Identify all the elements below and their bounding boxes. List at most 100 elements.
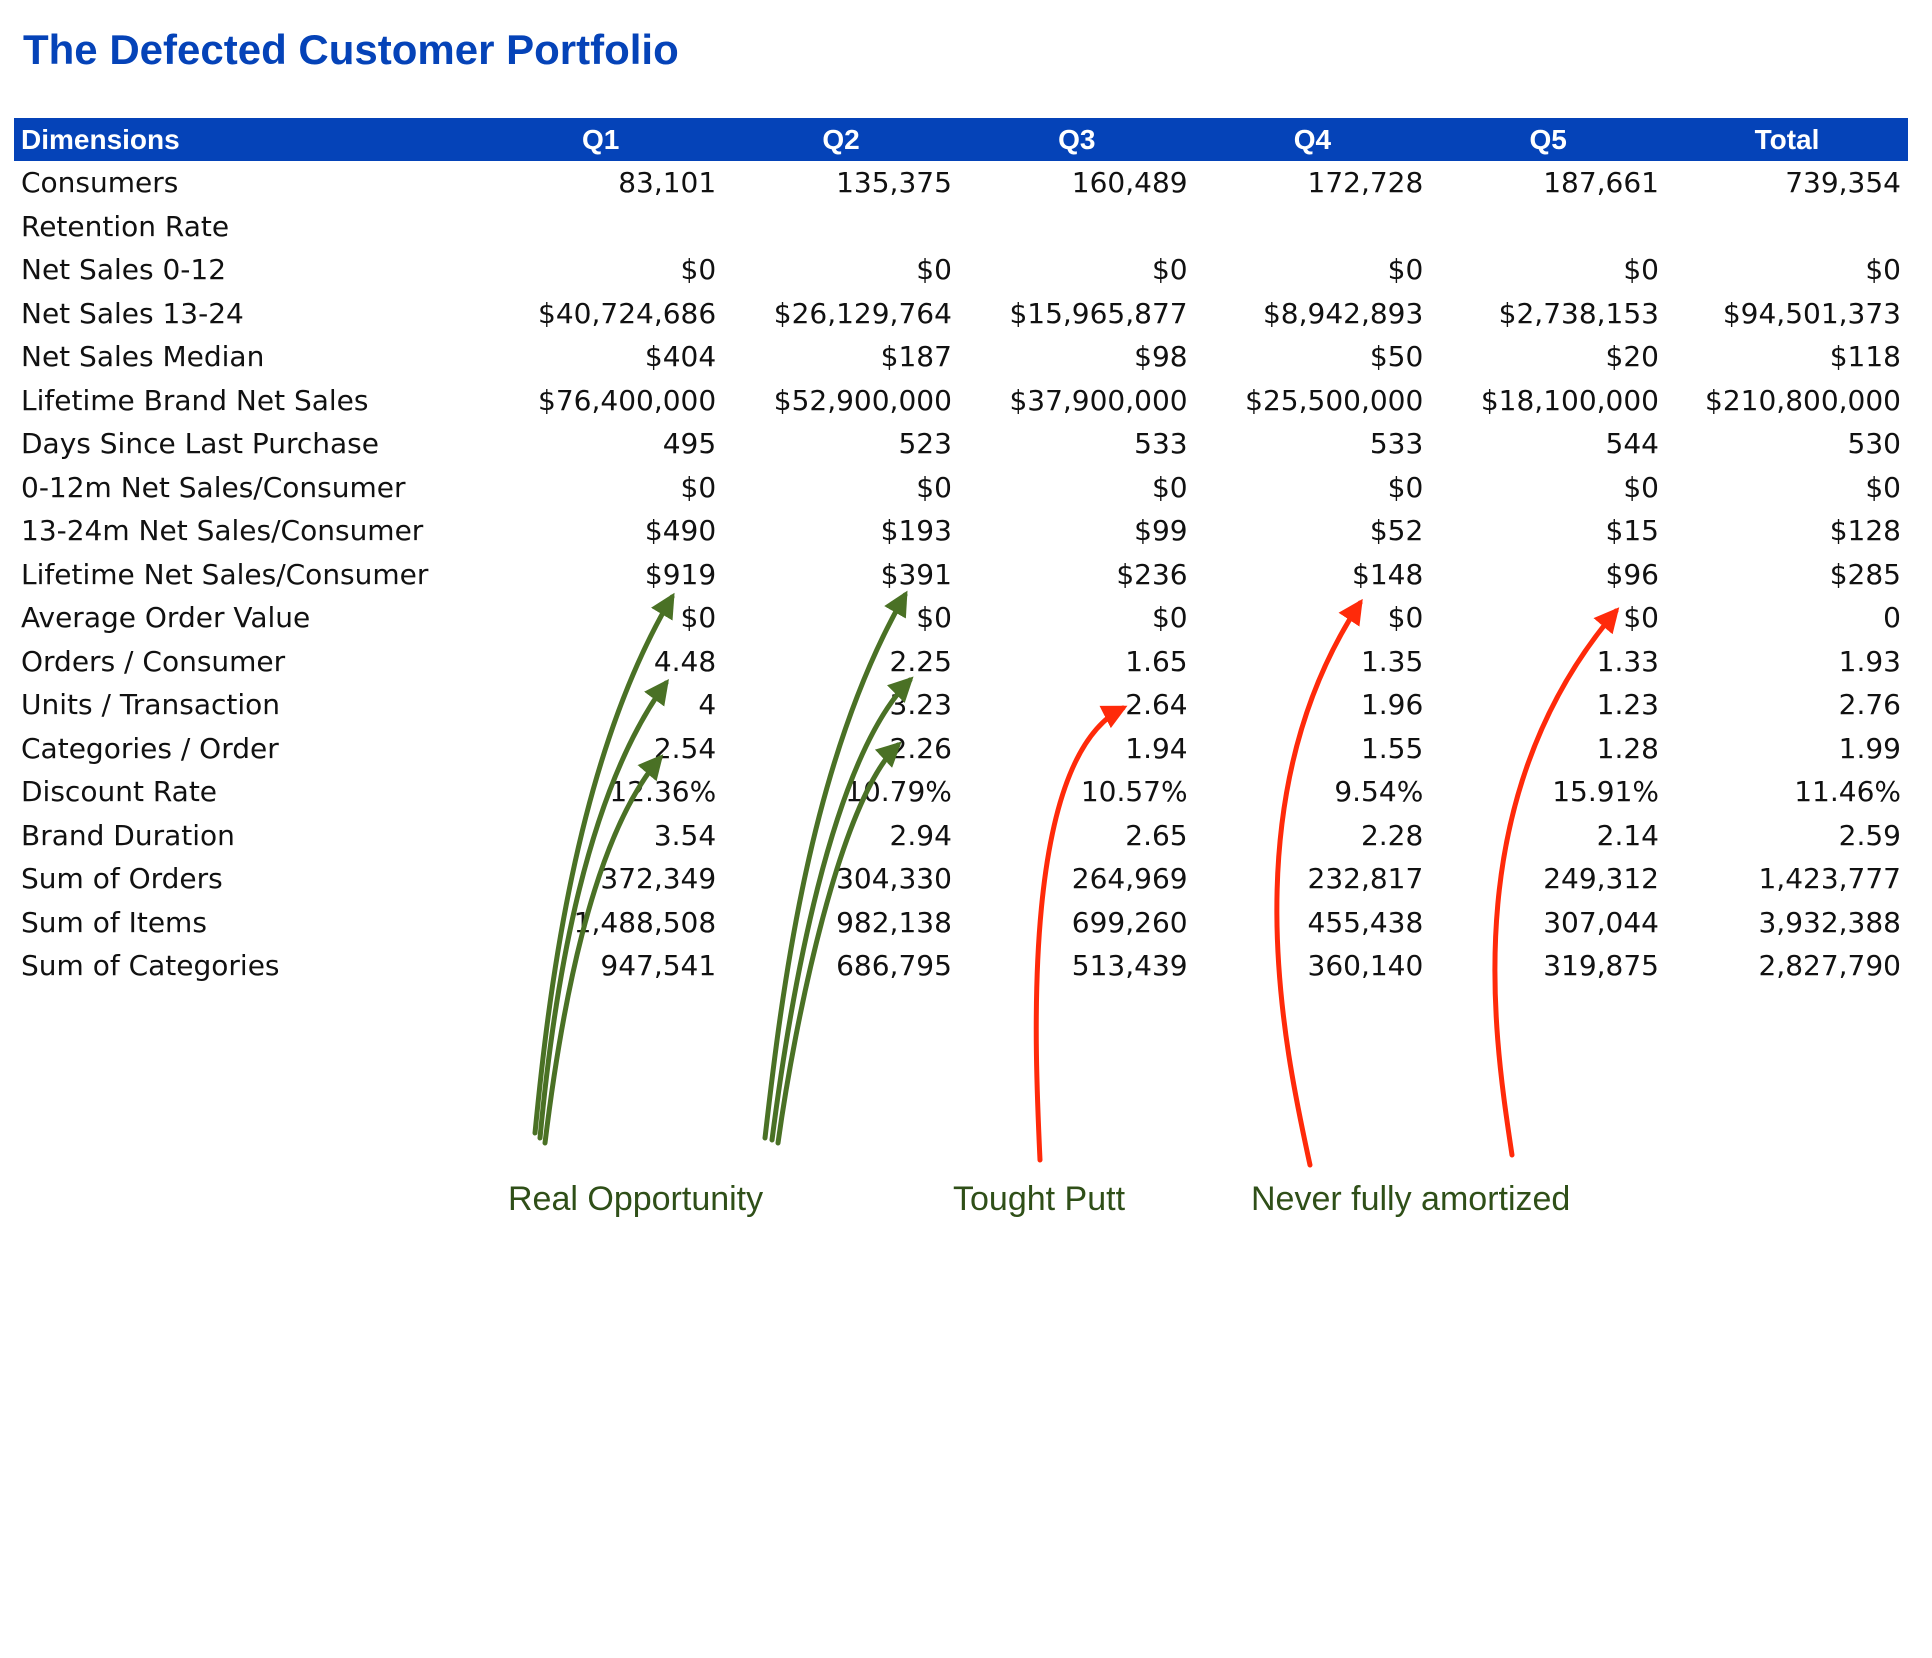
table-cell: $0 [916,601,952,635]
table-cell: 1,423,777 [1758,862,1901,896]
row-label: Lifetime Net Sales/Consumer [21,557,429,591]
table-cell: 1.99 [1838,731,1901,765]
table-cell: 249,312 [1543,862,1659,896]
row-label: Sum of Orders [21,862,223,896]
table-header-row: Dimensions Q1 Q2 Q3 Q4 Q5 Total [14,118,1908,161]
table-cell: 172,728 [1307,166,1424,200]
table-cell: $99 [1134,514,1188,548]
table-cell: $0 [916,253,952,287]
table-cell: 1.96 [1360,688,1424,722]
table-cell: $148 [1352,557,1424,591]
table-cell: 2.28 [1360,818,1424,852]
table-cell: 0 [1883,601,1901,635]
table-cell: $128 [1829,514,1901,548]
table-cell: 455,438 [1307,905,1424,939]
table-cell: 530 [1847,427,1901,461]
portfolio-table: Dimensions Q1 Q2 Q3 Q4 Q5 Total Consumer… [14,118,1908,988]
table-cell: 2,827,790 [1758,949,1901,983]
table-cell: $0 [680,601,717,635]
table-cell: $193 [880,514,952,548]
annotation-never-fully-amortized: Never fully amortized [1251,1180,1571,1218]
table-cell: $15 [1605,514,1659,548]
table-cell: 11.46% [1794,775,1901,809]
table-cell: 232,817 [1307,862,1424,896]
table-cell: $76,400,000 [538,383,717,417]
table-cell: 1.28 [1596,731,1659,765]
table-cell: 3,932,388 [1758,905,1901,939]
table-cell: 83,101 [618,166,717,200]
table-cell: $0 [1151,601,1188,635]
table-cell: 1,488,508 [573,905,717,939]
row-label: Categories / Order [21,731,279,765]
table-cell: $0 [680,253,717,287]
table-cell: $236 [1116,557,1188,591]
table-row: Consumers 83,101 135,375 160,489 172,728 187,… [14,161,1908,205]
row-label: Units / Transaction [21,688,280,722]
row-label: Sum of Categories [21,949,280,983]
table-cell: 1.94 [1125,731,1188,765]
row-label: 0-12m Net Sales/Consumer [21,470,406,504]
column-header-total: Total [1666,118,1908,161]
table-cell: 4.48 [653,644,717,678]
table-cell: 699,260 [1071,905,1188,939]
table-cell: 523 [898,427,952,461]
table-cell: 1.65 [1125,644,1188,678]
table-cell: 495 [662,427,717,461]
annotation-real-opportunity: Real Opportunity [508,1180,764,1218]
green-arrow-aov-q1 [532,592,675,1136]
table-cell: 2.25 [889,644,952,678]
table-cell: 1.33 [1596,644,1659,678]
table-cell: $0 [1623,470,1659,504]
table-cell: 4 [698,688,717,722]
row-label: Brand Duration [21,818,235,852]
table-cell: 264,969 [1071,862,1188,896]
table-cell: $285 [1829,557,1901,591]
table-cell: $96 [1605,557,1659,591]
table-cell: $37,900,000 [1009,383,1188,417]
table-cell: 1.93 [1838,644,1901,678]
row-label: Net Sales 13-24 [21,296,244,330]
row-label: Orders / Consumer [21,644,286,678]
table-cell: $210,800,000 [1705,383,1901,417]
table-cell: $20 [1605,340,1659,374]
row-label: Net Sales 0-12 [21,253,227,287]
row-label: Retention Rate [21,209,230,243]
table-cell: $0 [916,470,952,504]
table-row: Net Sales 13-24 $40,724,686 $26,129,764 $15… [14,292,1908,336]
table-cell: $94,501,373 [1722,296,1901,330]
table-cell: 2.54 [653,731,717,765]
table-row: Retention Rate [14,205,1908,249]
table-row: Days Since Last Purchase 495 523 533 533 544 5… [14,422,1908,466]
table-cell: $919 [644,557,717,591]
table-cell: 2.14 [1596,818,1659,852]
table-cell: 2.64 [1125,688,1188,722]
row-label: Net Sales Median [21,340,265,374]
red-arrow-units-q3 [1033,705,1128,1163]
table-cell: $0 [1387,470,1424,504]
table-cell: $52,900,000 [773,383,952,417]
table-cell: 135,375 [836,166,952,200]
table-cell: 360,140 [1307,949,1424,983]
table-cell: 372,349 [600,862,717,896]
column-header-q3: Q3 [958,118,1195,161]
table-row: Units / Transaction 4 3.23 2.64 1.96 1.23 2.76 [14,683,1908,727]
table-cell: 307,044 [1543,905,1659,939]
column-header-q5: Q5 [1430,118,1666,161]
table-cell: 2.65 [1125,818,1188,852]
green-arrow-aov-q2 [762,590,908,1141]
table-row: 13-24m Net Sales/Consumer $490 $193 $99 $52 $… [14,509,1908,553]
table-cell: $40,724,686 [538,296,717,330]
table-cell: 686,795 [836,949,952,983]
red-arrow-aov-q4 [1274,598,1363,1168]
table-cell: 739,354 [1785,166,1901,200]
table-cell: $2,738,153 [1498,296,1659,330]
table-cell: 544 [1605,427,1659,461]
table-cell: 319,875 [1543,949,1659,983]
table-row: Net Sales Median $404 $187 $98 $50 $20 $118 [14,335,1908,379]
page-title: The Defected Customer Portfolio [23,26,679,73]
table-cell: 9.54% [1334,775,1424,809]
table-cell: 513,439 [1071,949,1188,983]
table-row: Lifetime Brand Net Sales $76,400,000 $52,9… [14,379,1908,423]
table-row: Net Sales 0-12 $0 $0 $0 $0 $0 $0 [14,248,1908,292]
